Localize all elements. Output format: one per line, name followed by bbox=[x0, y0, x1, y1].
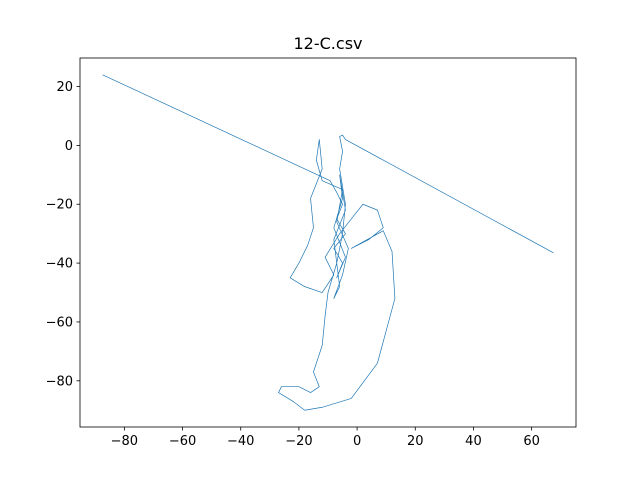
x-tick-label: −80 bbox=[111, 434, 138, 449]
y-tick-label: −80 bbox=[46, 374, 73, 389]
x-tick-label: 0 bbox=[353, 434, 361, 449]
y-tick-label: 20 bbox=[56, 80, 73, 95]
y-tick-label: −20 bbox=[46, 198, 73, 213]
x-tick-label: 60 bbox=[523, 434, 540, 449]
chart-title: 12-C.csv bbox=[294, 34, 363, 53]
x-tick-label: 40 bbox=[465, 434, 482, 449]
x-tick-label: 20 bbox=[407, 434, 424, 449]
x-tick-label: −20 bbox=[285, 434, 312, 449]
y-tick-label: −60 bbox=[46, 315, 73, 330]
axes-frame bbox=[79, 57, 577, 428]
data-line bbox=[102, 74, 554, 411]
y-tick-label: 0 bbox=[65, 139, 73, 154]
y-tick-label: −40 bbox=[46, 257, 73, 272]
x-tick-label: −60 bbox=[169, 434, 196, 449]
x-tick-label: −40 bbox=[227, 434, 254, 449]
